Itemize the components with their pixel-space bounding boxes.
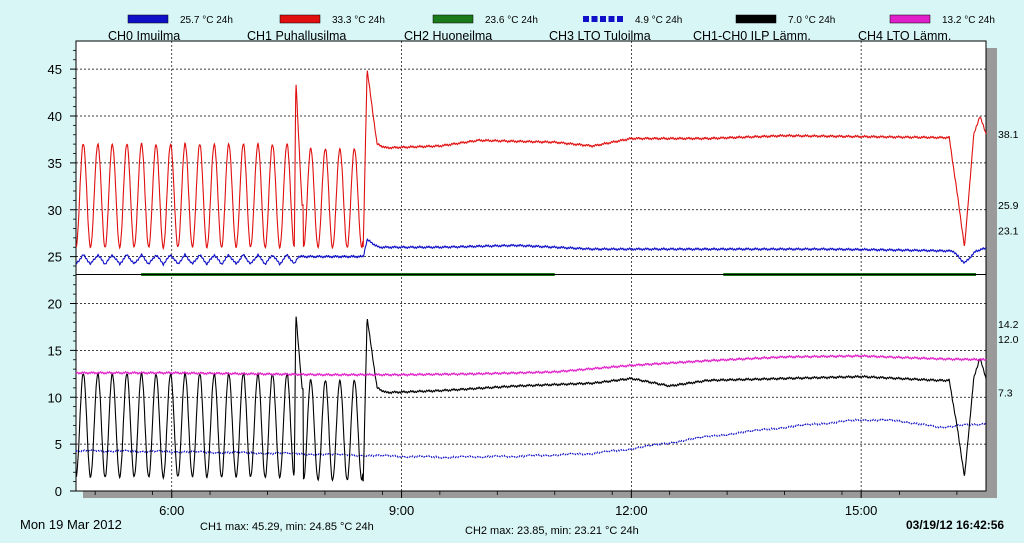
series-end-label: 12.0 — [998, 334, 1019, 346]
x-tick-label: 12:00 — [615, 503, 648, 518]
legend-swatch — [591, 16, 598, 22]
series-end-label: 25.9 — [998, 200, 1019, 212]
y-tick-label: 10 — [48, 390, 62, 405]
timestamp: 03/19/12 16:42:56 — [906, 518, 1005, 532]
legend-name: CH0 Imuilma — [108, 29, 180, 43]
plot-area — [75, 40, 987, 492]
x-tick-label: 6:00 — [159, 503, 184, 518]
y-tick-label: 25 — [48, 250, 62, 265]
series-end-label: 7.3 — [998, 388, 1013, 400]
series-line — [75, 237, 987, 267]
end-labels: 25.9 38.1 23.1 7.3 14.2 12.0 — [998, 129, 1019, 400]
y-tick-label: 0 — [55, 484, 62, 499]
legend-swatch — [279, 14, 321, 24]
x-tick-label: 9:00 — [389, 503, 414, 518]
x-tick-label: 15:00 — [845, 503, 878, 518]
legend-name: CH4 LTO Lämm. — [858, 29, 951, 43]
legend-name: CH2 Huoneilma — [404, 29, 492, 43]
series-end-label: 14.2 — [998, 319, 1019, 331]
series-line — [75, 70, 987, 251]
date-label: Mon 19 Mar 2012 — [20, 517, 122, 532]
ch2-stats: CH2 max: 23.85, min: 23.21 °C 24h — [465, 525, 639, 537]
legend-name: CH1 Puhallusilma — [247, 29, 346, 43]
legend-swatch — [432, 14, 474, 24]
legend-value: 33.3 °C 24h — [332, 15, 385, 26]
y-tick-label: 30 — [48, 203, 62, 218]
series-line — [75, 417, 987, 460]
series-group — [75, 70, 987, 482]
legend-value: 4.9 °C 24h — [635, 15, 682, 26]
legend-swatch — [583, 16, 589, 22]
series-end-label: 23.1 — [998, 225, 1019, 237]
series-end-label: 38.1 — [998, 129, 1019, 141]
axes: 0 5 10 15 20 25 30 35 40 45 6:00 9:00 12:00 15:00 — [48, 49, 958, 518]
y-tick-label: 5 — [55, 437, 62, 452]
y-tick-label: 45 — [48, 62, 62, 77]
y-tick-label: 40 — [48, 109, 62, 124]
ch1-stats: CH1 max: 45.29, min: 24.85 °C 24h — [200, 521, 374, 533]
y-tick-label: 15 — [48, 343, 62, 358]
legend-swatch — [889, 14, 931, 24]
legend-swatch — [617, 16, 623, 22]
legend-swatch — [127, 14, 169, 24]
legend-value: 7.0 °C 24h — [788, 15, 835, 26]
y-tick-label: 35 — [48, 156, 62, 171]
y-tick-label: 20 — [48, 297, 62, 312]
legend-value: 25.7 °C 24h — [180, 15, 233, 26]
legend-value: 13.2 °C 24h — [942, 15, 995, 26]
legend-swatch — [600, 16, 606, 22]
series-line — [75, 354, 987, 377]
legend-swatch — [735, 14, 777, 24]
legend-swatch — [608, 16, 615, 22]
legend-value: 23.6 °C 24h — [485, 15, 538, 26]
series-line — [75, 316, 987, 482]
legend-name: CH1-CH0 ILP Lämm. — [693, 29, 811, 43]
legend-name: CH3 LTO Tuloilma — [549, 29, 651, 43]
grid — [76, 41, 986, 491]
